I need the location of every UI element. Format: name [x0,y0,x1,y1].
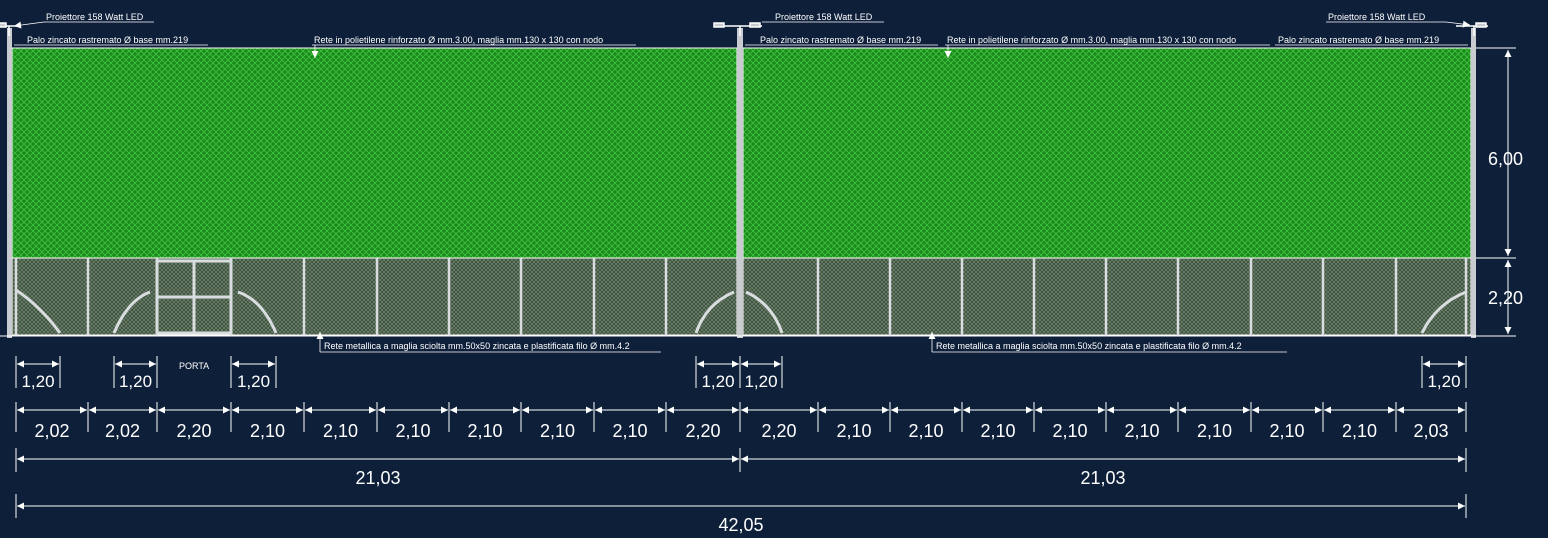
brace-5 [1420,290,1467,334]
bay-value-15: 2,10 [1124,421,1159,441]
brace-width-value-0: 1,20 [21,372,54,391]
bay-value-14: 2,10 [1052,421,1087,441]
callout-pole-mid: Palo zincato rastremato Ø base mm.219 [745,35,938,46]
pole-left-label: Palo zincato rastremato Ø base mm.219 [27,35,188,45]
brace-width-value-4: 1,20 [744,372,777,391]
half-length-dimensions: 21,03 21,03 [15,448,1467,488]
bay-value-19: 2,03 [1413,421,1448,441]
half-length-value-0: 21,03 [355,468,400,488]
height-lower-value: 2,20 [1488,288,1523,308]
pole-right [1471,28,1476,338]
door-gate [155,259,233,335]
bay-value-17: 2,10 [1269,421,1304,441]
bay-dimensions: 2,02 2,02 2,20 2,10 2,10 2,10 2,10 2,10 2,10 2,20… [15,402,1467,441]
brace-3 [694,290,735,334]
door-label: PORTA [179,361,209,371]
net-lower-left-label: Rete metallica a maglia sciolta mm.50x50… [324,341,630,351]
total-length-value: 42,05 [718,515,763,535]
bay-value-9: 2,20 [685,421,720,441]
brace-width-value-2: 1,20 [237,372,270,391]
callout-net-lower-right: Rete metallica a maglia sciolta mm.50x50… [928,332,1287,353]
upper-net-left [11,47,738,259]
brace-width-dimensions: 1,20 1,20 1,20 1,20 1,20 1,20 [15,356,1467,391]
callouts: Proiettore 158 Watt LED Palo zincato ras… [13,12,1471,371]
bay-value-3: 2,10 [250,421,285,441]
brace-1 [112,290,151,334]
brace-width-value-5: 1,20 [1427,372,1460,391]
brace-4 [745,290,784,334]
projector-mid-lamp [713,22,762,36]
pole-mid-label: Palo zincato rastremato Ø base mm.219 [760,35,921,45]
bay-value-1: 2,02 [105,421,140,441]
height-upper-value: 6,00 [1488,149,1523,169]
bay-value-11: 2,10 [836,421,871,441]
projector-left-label: Proiettore 158 Watt LED [46,12,144,22]
callout-projector-right: Proiettore 158 Watt LED [1326,12,1471,28]
bay-value-16: 2,10 [1197,421,1232,441]
fence [0,28,1485,338]
projector-right-lamp [1456,22,1488,36]
bay-value-13: 2,10 [980,421,1015,441]
callout-net-upper-right: Rete in polietilene rinforzato Ø mm.3.00… [944,35,1270,58]
brace-width-value-3: 1,20 [701,372,734,391]
brace-2 [237,290,278,334]
callout-projector-mid: Proiettore 158 Watt LED [762,12,884,23]
pole-mid [737,28,743,338]
pole-right-label: Palo zincato rastremato Ø base mm.219 [1278,35,1439,45]
callout-net-lower-left: Rete metallica a maglia sciolta mm.50x50… [316,332,661,353]
bay-value-2: 2,20 [176,421,211,441]
bay-value-6: 2,10 [467,421,502,441]
bay-value-5: 2,10 [395,421,430,441]
callout-pole-left: Palo zincato rastremato Ø base mm.219 [14,35,208,46]
bay-value-7: 2,10 [540,421,575,441]
callout-net-upper-left: Rete in polietilene rinforzato Ø mm.3.00… [311,35,636,58]
callout-pole-right: Palo zincato rastremato Ø base mm.219 [1275,35,1468,46]
bay-value-18: 2,10 [1342,421,1377,441]
net-upper-right-label: Rete in polietilene rinforzato Ø mm.3.00… [947,35,1236,45]
bay-value-12: 2,10 [908,421,943,441]
brace-width-value-1: 1,20 [119,372,152,391]
diagonal-braces [15,288,1467,334]
brace-0 [15,288,62,334]
bay-value-8: 2,10 [612,421,647,441]
main-poles [7,28,1476,338]
projector-mid-label: Proiettore 158 Watt LED [775,12,873,22]
bay-value-10: 2,20 [761,421,796,441]
bay-value-0: 2,02 [34,421,69,441]
upper-net-right [742,47,1472,259]
bay-value-4: 2,10 [323,421,358,441]
net-upper-left-label: Rete in polietilene rinforzato Ø mm.3.00… [314,35,603,45]
net-lower-right-label: Rete metallica a maglia sciolta mm.50x50… [936,341,1242,351]
callout-projector-left: Proiettore 158 Watt LED [13,12,154,29]
half-length-value-1: 21,03 [1080,468,1125,488]
projector-left-lamp [0,22,18,36]
total-length-dimension: 42,05 [15,494,1467,535]
projector-right-label: Proiettore 158 Watt LED [1328,12,1426,22]
height-dimensions [1476,47,1516,337]
pole-left [7,28,12,338]
projectors [0,22,1488,36]
lower-net-left [11,257,738,336]
intermediate-posts [14,258,1468,336]
